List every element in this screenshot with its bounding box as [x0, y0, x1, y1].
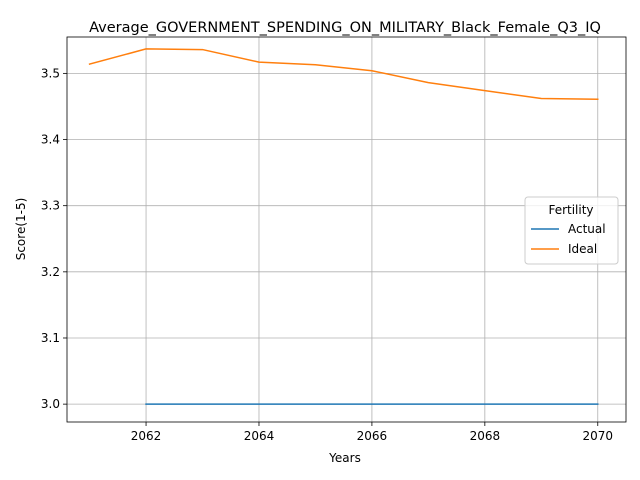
grid	[67, 37, 626, 422]
legend-title: Fertility	[548, 203, 593, 217]
y-axis-label: Score(1-5)	[14, 198, 28, 261]
legend-box	[524, 196, 619, 265]
x-tick-label: 2066	[357, 429, 388, 443]
series-line-ideal	[88, 48, 599, 100]
x-tick-label: 2068	[470, 429, 501, 443]
x-tick-label: 2062	[131, 429, 162, 443]
chart-title: Average_GOVERNMENT_SPENDING_ON_MILITARY_…	[89, 20, 601, 36]
y-axis-ticks: 3.0 3.1 3.2 3.3 3.4 3.5	[41, 66, 67, 411]
x-tick-label: 2070	[582, 429, 613, 443]
series-lines	[88, 48, 599, 405]
y-tick-label: 3.2	[41, 265, 60, 279]
y-tick-label: 3.4	[41, 133, 60, 147]
legend-label-ideal: Ideal	[568, 242, 597, 256]
x-tick-label: 2064	[244, 429, 275, 443]
x-axis-label: Years	[328, 451, 361, 465]
y-tick-label: 3.3	[41, 199, 60, 213]
legend: Fertility Actual Ideal	[524, 196, 619, 265]
y-tick-label: 3.0	[41, 397, 60, 411]
x-axis-ticks: 2062 2064 2066 2068 2070	[131, 422, 613, 443]
y-tick-label: 3.5	[41, 66, 60, 80]
y-tick-label: 3.1	[41, 331, 60, 345]
legend-label-actual: Actual	[568, 222, 606, 236]
plot-frame	[66, 36, 627, 423]
